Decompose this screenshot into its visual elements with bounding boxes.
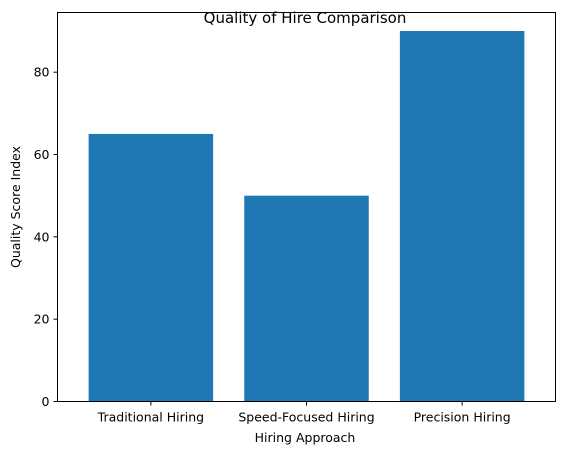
- plot-frame: [57, 12, 556, 402]
- y-tick-label: 20: [34, 312, 50, 327]
- bars-group: [88, 31, 525, 402]
- y-axis-label: Quality Score Index: [8, 146, 23, 268]
- y-tick-label: 0: [42, 394, 50, 409]
- x-axis-ticks: Traditional Hiring Speed-Focused Hiring Pr…: [97, 401, 511, 425]
- y-tick-label: 80: [34, 65, 50, 80]
- x-tick-label: Speed-Focused Hiring: [238, 410, 374, 425]
- x-tick-label: Precision Hiring: [414, 410, 511, 425]
- chart-title: Quality of Hire Comparison: [204, 9, 407, 27]
- x-tick-label: Traditional Hiring: [97, 410, 204, 425]
- bar-speed-focused-hiring: [244, 195, 369, 402]
- y-axis-ticks: 0 20 40 60 80: [34, 65, 58, 409]
- bar-traditional-hiring: [88, 133, 214, 402]
- x-axis-label: Hiring Approach: [255, 430, 356, 445]
- y-tick-label: 40: [34, 229, 50, 244]
- bar-precision-hiring: [399, 31, 525, 402]
- y-tick-label: 60: [34, 147, 50, 162]
